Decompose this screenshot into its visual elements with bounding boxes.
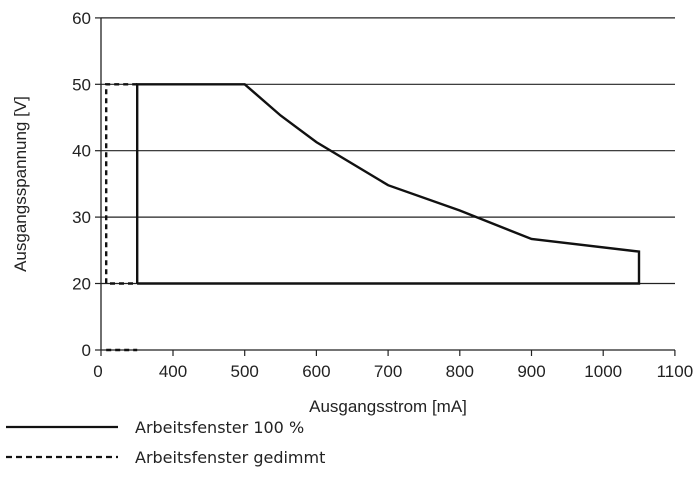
x-tick-label: 1100	[657, 362, 694, 381]
x-tick-label: 800	[446, 362, 474, 381]
legend: Arbeitsfenster 100 % Arbeitsfenster gedi…	[6, 418, 325, 467]
tick-labels: 0 400 500 600 700 800 900 1000 1100 0 20 30 40 50 60	[72, 9, 693, 381]
x-tick-label: 600	[302, 362, 330, 381]
y-tick-label: 60	[72, 9, 91, 28]
grid-lines	[101, 17, 675, 285]
y-tick-label: 20	[72, 275, 91, 294]
series-line-solid	[135, 83, 641, 285]
y-tick-label: 40	[72, 142, 91, 161]
x-tick-label: 0	[93, 362, 102, 381]
series-line-dashed-1	[104, 83, 138, 285]
series-group	[104, 83, 641, 352]
legend-dashed-label: Arbeitsfenster gedimmt	[135, 448, 325, 467]
y-tick-label: 0	[82, 341, 91, 360]
x-tick-label: 500	[231, 362, 259, 381]
legend-solid-label: Arbeitsfenster 100 %	[135, 418, 304, 437]
y-axis-title: Ausgangsspannung [V]	[11, 96, 30, 272]
y-tick-label: 50	[72, 75, 91, 94]
x-tick-label: 400	[159, 362, 187, 381]
x-tick-label: 1000	[584, 362, 622, 381]
y-tick-label: 30	[72, 208, 91, 227]
x-axis-title: Ausgangsstrom [mA]	[309, 397, 467, 416]
x-tick-label: 900	[517, 362, 545, 381]
x-tick-label: 700	[374, 362, 402, 381]
